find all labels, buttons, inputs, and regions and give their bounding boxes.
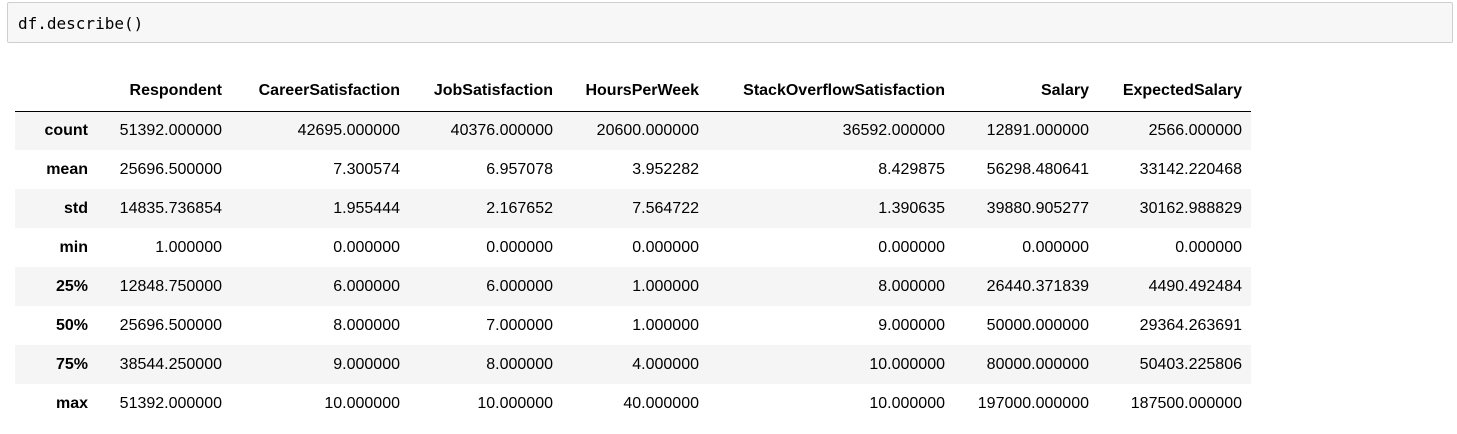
column-header: Respondent <box>97 71 231 112</box>
table-row: max 51392.000000 10.000000 10.000000 40.0000… <box>15 384 1251 423</box>
table-cell: 8.429875 <box>878 160 945 178</box>
table-cell: 4490.492484 <box>1148 277 1242 295</box>
row-label: mean <box>46 160 88 178</box>
table-cell: 50403.225806 <box>1139 355 1242 373</box>
row-label: max <box>55 394 88 412</box>
table-cell: 197000.000000 <box>977 394 1089 412</box>
table-cell: 29364.263691 <box>1139 316 1242 334</box>
table-cell: 9.000000 <box>878 316 945 334</box>
table-cell: 26440.371839 <box>986 277 1089 295</box>
table-cell: 25696.500000 <box>119 316 222 334</box>
table-cell: 10.000000 <box>869 355 945 373</box>
table-cell: 187500.000000 <box>1130 394 1242 412</box>
table-cell: 7.564722 <box>632 199 699 217</box>
code-text: df.describe() <box>18 14 144 33</box>
describe-table: Respondent CareerSatisfaction JobSatisfa… <box>15 71 1251 423</box>
table-cell: 1.390635 <box>878 199 945 217</box>
table-cell: 1.955444 <box>333 199 400 217</box>
table-cell: 10.000000 <box>477 394 553 412</box>
table-cell: 40.000000 <box>623 394 699 412</box>
table-cell: 42695.000000 <box>297 121 400 139</box>
table-cell: 4.000000 <box>632 355 699 373</box>
table-cell: 80000.000000 <box>986 355 1089 373</box>
column-header: Salary <box>954 71 1098 112</box>
row-label: count <box>44 121 88 139</box>
code-cell-input[interactable]: df.describe() <box>7 2 1453 43</box>
table-cell: 9.000000 <box>333 355 400 373</box>
table-header-row: Respondent CareerSatisfaction JobSatisfa… <box>15 71 1251 112</box>
column-header: JobSatisfaction <box>409 71 562 112</box>
table-cell: 40376.000000 <box>450 121 553 139</box>
table-cell: 6.000000 <box>333 277 400 295</box>
table-cell: 20600.000000 <box>596 121 699 139</box>
table-cell: 50000.000000 <box>986 316 1089 334</box>
table-row: 75% 38544.250000 9.000000 8.000000 4.000000 1… <box>15 345 1251 384</box>
table-cell: 8.000000 <box>878 277 945 295</box>
table-row: std 14835.736854 1.955444 2.167652 7.564722 1… <box>15 189 1251 228</box>
table-row: mean 25696.500000 7.300574 6.957078 3.952282… <box>15 150 1251 189</box>
table-cell: 0.000000 <box>878 238 945 256</box>
table-cell: 7.300574 <box>333 160 400 178</box>
table-cell: 0.000000 <box>632 238 699 256</box>
column-header: StackOverflowSatisfaction <box>708 71 954 112</box>
table-cell: 0.000000 <box>1175 238 1242 256</box>
table-cell: 0.000000 <box>333 238 400 256</box>
table-cell: 1.000000 <box>155 238 222 256</box>
column-header: ExpectedSalary <box>1098 71 1251 112</box>
table-cell: 36592.000000 <box>842 121 945 139</box>
table-cell: 25696.500000 <box>119 160 222 178</box>
table-cell: 30162.988829 <box>1139 199 1242 217</box>
row-label: 50% <box>55 316 88 334</box>
index-header <box>15 71 97 112</box>
row-label: std <box>64 199 88 217</box>
table-cell: 7.000000 <box>486 316 553 334</box>
table-cell: 10.000000 <box>324 394 400 412</box>
table-cell: 8.000000 <box>486 355 553 373</box>
table-cell: 10.000000 <box>869 394 945 412</box>
table-cell: 14835.736854 <box>119 199 222 217</box>
output-area: Respondent CareerSatisfaction JobSatisfa… <box>15 71 1251 423</box>
table-cell: 0.000000 <box>1022 238 1089 256</box>
table-row: min 1.000000 0.000000 0.000000 0.000000 0.000… <box>15 228 1251 267</box>
table-cell: 2566.000000 <box>1148 121 1242 139</box>
table-cell: 12848.750000 <box>119 277 222 295</box>
table-row: 50% 25696.500000 8.000000 7.000000 1.000000 9… <box>15 306 1251 345</box>
table-row: 25% 12848.750000 6.000000 6.000000 1.000000 8… <box>15 267 1251 306</box>
table-row: count 51392.000000 42695.000000 40376.00000… <box>15 111 1251 150</box>
table-cell: 56298.480641 <box>986 160 1089 178</box>
table-cell: 6.957078 <box>486 160 553 178</box>
table-cell: 8.000000 <box>333 316 400 334</box>
table-cell: 2.167652 <box>486 199 553 217</box>
table-cell: 33142.220468 <box>1139 160 1242 178</box>
table-cell: 51392.000000 <box>119 394 222 412</box>
table-cell: 39880.905277 <box>986 199 1089 217</box>
row-label: min <box>59 238 88 256</box>
table-cell: 6.000000 <box>486 277 553 295</box>
table-cell: 1.000000 <box>632 316 699 334</box>
table-cell: 0.000000 <box>486 238 553 256</box>
table-cell: 1.000000 <box>632 277 699 295</box>
table-cell: 3.952282 <box>632 160 699 178</box>
table-cell: 12891.000000 <box>986 121 1089 139</box>
column-header: CareerSatisfaction <box>231 71 409 112</box>
row-label: 75% <box>55 355 88 373</box>
table-cell: 38544.250000 <box>119 355 222 373</box>
column-header: HoursPerWeek <box>562 71 708 112</box>
row-label: 25% <box>55 277 88 295</box>
table-cell: 51392.000000 <box>119 121 222 139</box>
table-body: count 51392.000000 42695.000000 40376.00000… <box>15 111 1251 423</box>
